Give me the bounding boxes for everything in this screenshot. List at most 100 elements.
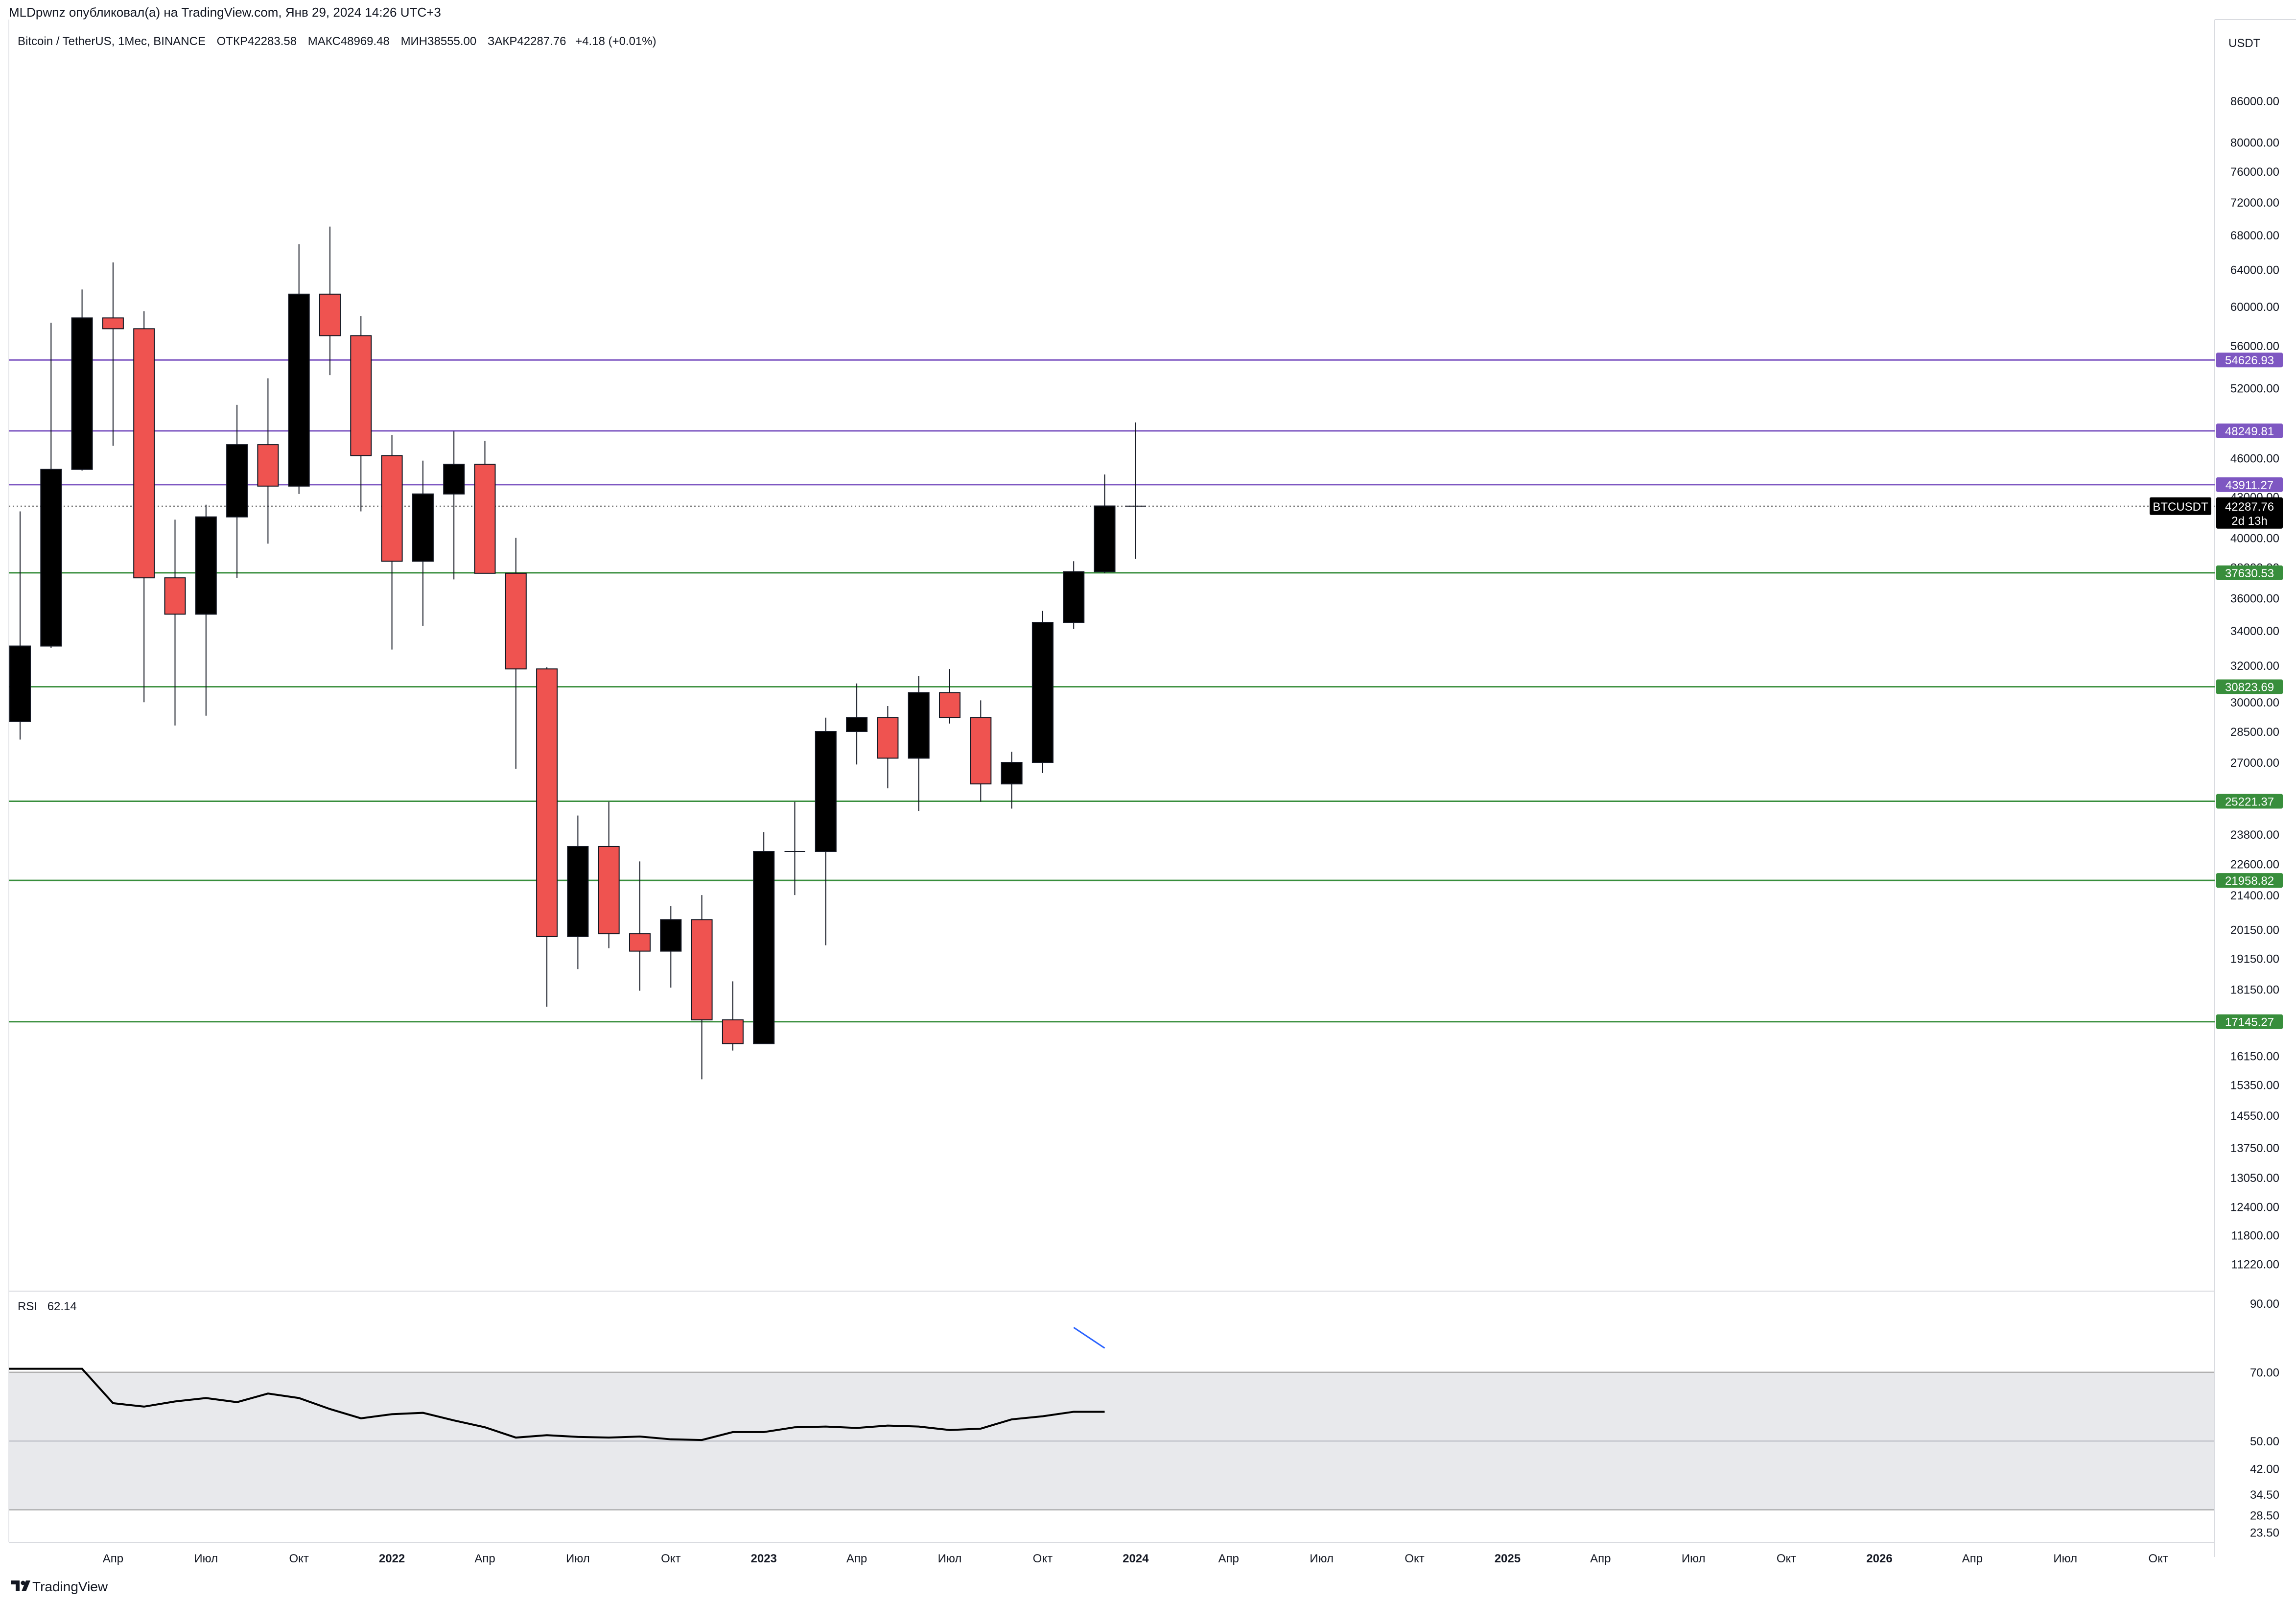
candle-body — [660, 919, 682, 952]
candle[interactable] — [908, 676, 930, 811]
price-tick-label: 11220.00 — [2231, 1258, 2279, 1271]
level-price-tag — [2216, 423, 2283, 438]
candle[interactable] — [1001, 752, 1023, 809]
price-tick-label: 56000.00 — [2230, 340, 2279, 353]
candle-body — [288, 293, 310, 487]
level-price-tag — [2216, 679, 2283, 694]
candle[interactable] — [629, 861, 651, 991]
rsi-axis[interactable]: 90.00 70.00 50.00 42.00 34.50 28.50 23.50 — [2250, 1297, 2279, 1539]
price-tick-label: 12400.00 — [2230, 1201, 2279, 1214]
symbol-name-tag[interactable] — [2150, 497, 2211, 515]
candle[interactable] — [753, 832, 775, 1044]
candle[interactable] — [257, 378, 279, 544]
candle[interactable] — [9, 511, 31, 740]
candle[interactable] — [784, 802, 805, 896]
candle[interactable] — [195, 504, 217, 716]
time-tick-label: Июл — [566, 1552, 590, 1565]
candle[interactable] — [939, 669, 961, 724]
time-tick-label: Окт — [289, 1552, 308, 1565]
candle[interactable] — [567, 815, 589, 969]
ohlc-close: ЗАКР42287.76 — [488, 35, 566, 48]
price-tick-label: 19150.00 — [2230, 953, 2279, 966]
candle[interactable] — [1094, 474, 1116, 573]
candle[interactable] — [598, 802, 620, 948]
price-tick-label: 76000.00 — [2230, 165, 2279, 179]
price-tick-label: 13750.00 — [2230, 1142, 2279, 1155]
candle[interactable] — [877, 706, 899, 789]
candle[interactable] — [102, 262, 124, 446]
time-tick-label: 2025 — [1495, 1552, 1521, 1565]
candle-body — [381, 455, 403, 562]
candle-body — [443, 464, 465, 495]
candle[interactable] — [319, 226, 341, 376]
price-tick-label: 18150.00 — [2230, 983, 2279, 996]
candle-body — [319, 293, 341, 336]
candle-body — [691, 919, 713, 1020]
time-tick-label: Окт — [661, 1552, 680, 1565]
candle[interactable] — [71, 289, 93, 471]
candle-body — [567, 846, 589, 937]
time-tick-label: Июл — [1682, 1552, 1706, 1565]
candle[interactable] — [846, 683, 868, 765]
candle[interactable] — [970, 700, 992, 802]
price-tick-label: 40000.00 — [2230, 532, 2279, 545]
price-tick-label: 46000.00 — [2230, 452, 2279, 466]
candle[interactable] — [133, 311, 155, 703]
candle[interactable] — [226, 404, 248, 578]
tradingview-logo-slash — [22, 1580, 30, 1591]
time-axis[interactable]: Апр Июл Окт 2022 Апр Июл Окт 2023 Апр Июл Окт 2024 А… — [103, 1552, 2168, 1565]
level-price-text: 21958.82 — [2225, 874, 2274, 888]
candle[interactable] — [288, 244, 310, 494]
candle[interactable] — [474, 441, 496, 574]
rsi-line[interactable] — [9, 1367, 1105, 1441]
price-tick-label: 60000.00 — [2230, 301, 2279, 314]
candle[interactable] — [412, 460, 434, 626]
candle[interactable] — [1063, 561, 1085, 629]
candle[interactable] — [443, 431, 465, 580]
candle-body — [350, 335, 372, 456]
candle[interactable] — [1031, 611, 1054, 773]
level-price-text: 48249.81 — [2225, 425, 2274, 438]
price-tick-label: 52000.00 — [2230, 382, 2279, 396]
candle-body — [598, 846, 620, 935]
rsi-drawing-segment[interactable] — [1073, 1327, 1105, 1349]
candle-body — [257, 444, 279, 487]
candle[interactable] — [815, 717, 837, 945]
currency-label[interactable]: USDT — [2228, 37, 2261, 50]
candle[interactable] — [40, 323, 62, 648]
candle-body — [815, 731, 837, 852]
time-tick-label: Июл — [2053, 1552, 2077, 1565]
price-tick-label: 30000.00 — [2230, 696, 2279, 709]
candle-body — [1031, 622, 1054, 763]
candle[interactable] — [536, 667, 558, 1007]
price-tick-label: 14550.00 — [2230, 1109, 2279, 1123]
candle-body — [1001, 762, 1023, 785]
publisher-line: MLDpwnz опубликовал(а) на TradingView.co… — [9, 5, 441, 20]
candle-body — [908, 692, 930, 759]
candle[interactable] — [350, 316, 372, 512]
tradingview-logo-text: TradingView — [32, 1579, 108, 1594]
rsi-tick-label: 34.50 — [2250, 1488, 2279, 1502]
time-tick-label: 2022 — [379, 1552, 405, 1565]
candle[interactable] — [381, 435, 403, 650]
candle[interactable] — [1125, 422, 1146, 559]
candle[interactable] — [660, 906, 682, 988]
candle[interactable] — [164, 519, 186, 726]
candle[interactable] — [722, 981, 744, 1051]
symbol-name-text: BTCUSDT — [2153, 500, 2208, 514]
candle-body — [133, 328, 155, 579]
candle[interactable] — [691, 895, 713, 1080]
tradingview-logo[interactable]: TradingView — [11, 1579, 108, 1594]
candle-body — [195, 516, 217, 615]
rsi-tick-label: 50.00 — [2250, 1435, 2279, 1448]
candle-body — [1094, 505, 1116, 572]
tradingview-logo-icon — [11, 1580, 20, 1591]
level-price-text: 30823.69 — [2225, 681, 2274, 694]
price-tick-label: 21400.00 — [2230, 889, 2279, 902]
time-tick-label: 2023 — [751, 1552, 777, 1565]
time-tick-label: Окт — [1033, 1552, 1053, 1565]
candle[interactable] — [505, 538, 527, 769]
ohlc-low: МИН38555.00 — [401, 35, 477, 48]
level-price-tag — [2216, 873, 2283, 888]
